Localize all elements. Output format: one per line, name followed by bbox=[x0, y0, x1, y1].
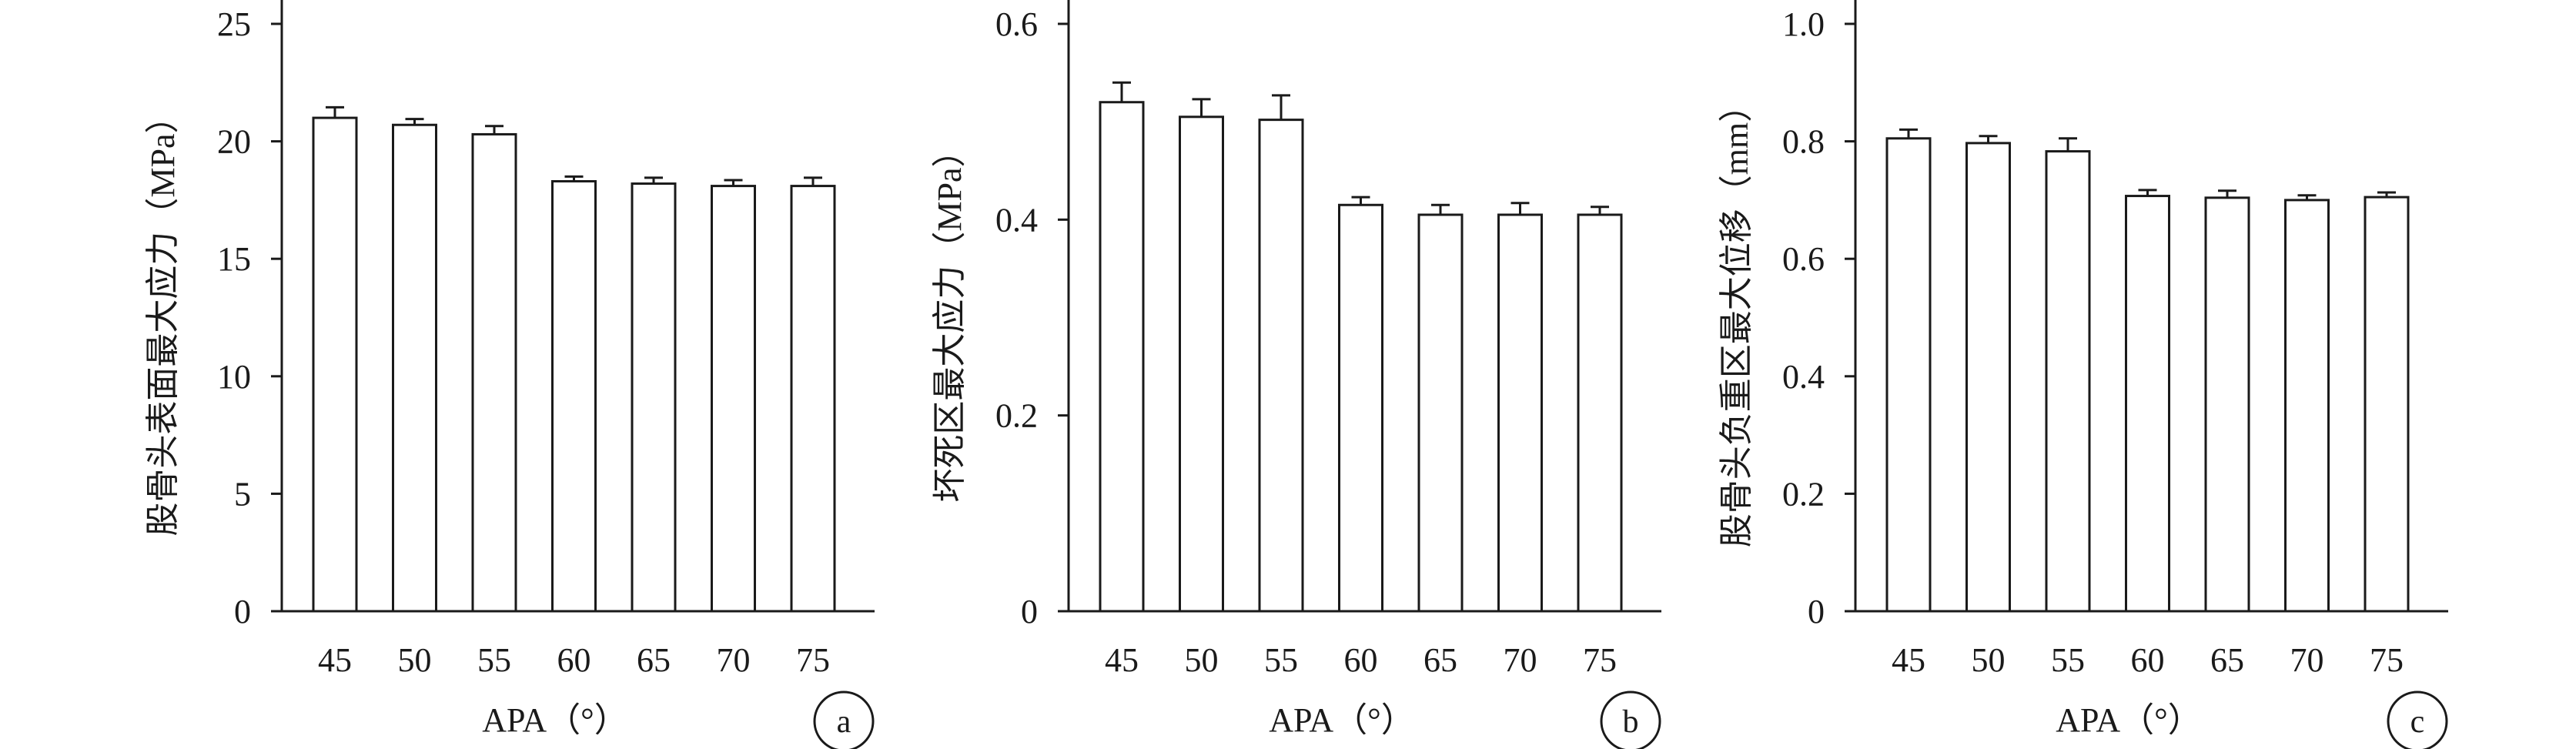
bar-apa-70 bbox=[1497, 213, 1543, 613]
x-axis-title: APA（°） bbox=[482, 701, 628, 739]
panel-label-badge bbox=[2387, 690, 2448, 749]
x-tick-label: 55 bbox=[2051, 641, 2085, 679]
x-tick-label: 55 bbox=[1264, 641, 1298, 679]
bar-apa-45 bbox=[1099, 101, 1145, 613]
y-tick-label: 0.4 bbox=[995, 201, 1038, 239]
y-tick-label: 25 bbox=[217, 5, 251, 43]
x-tick-label: 45 bbox=[1105, 641, 1139, 679]
x-tick-label: 65 bbox=[1423, 641, 1457, 679]
x-tick-label: 65 bbox=[637, 641, 671, 679]
bar-apa-50 bbox=[392, 123, 437, 613]
panel-label-text: b bbox=[1623, 704, 1639, 740]
y-tick-label: 0.2 bbox=[1782, 475, 1825, 513]
bar-apa-65 bbox=[2204, 196, 2250, 613]
bar-apa-60 bbox=[2125, 195, 2170, 613]
x-axis-title: APA（°） bbox=[2056, 701, 2202, 739]
y-tick-label: 0.8 bbox=[1782, 123, 1825, 161]
y-tick-label: 10 bbox=[217, 358, 251, 396]
x-axis-title: APA（°） bbox=[1269, 701, 1415, 739]
panel-label-badge bbox=[1600, 690, 1661, 749]
bar-apa-60 bbox=[1338, 203, 1383, 613]
x-tick-label: 65 bbox=[2210, 641, 2244, 679]
y-tick-label: 20 bbox=[217, 123, 251, 161]
y-axis-title: 股骨头负重区最大位移（mm） bbox=[1718, 89, 1755, 547]
bar-apa-50 bbox=[1179, 115, 1224, 613]
y-tick-label: 1.0 bbox=[1782, 5, 1825, 43]
x-tick-label: 60 bbox=[557, 641, 591, 679]
x-tick-label: 60 bbox=[2131, 641, 2165, 679]
bar-apa-45 bbox=[312, 116, 358, 613]
chart-panel-c: 0 0.2 0.4 0.6 0.8 1.0 45 50 55 60 65 70 75 APA（°） 股骨头负… bbox=[1718, 0, 2448, 749]
y-axis-title: 坏死区最大应力（MPa） bbox=[931, 133, 969, 502]
bar-apa-55 bbox=[471, 132, 517, 613]
y-tick-label: 15 bbox=[217, 240, 251, 278]
y-tick-label: 5 bbox=[234, 475, 251, 513]
bar-apa-70 bbox=[2284, 199, 2330, 613]
y-tick-label: 0 bbox=[1808, 593, 1825, 630]
x-tick-label: 70 bbox=[1504, 641, 1537, 679]
x-tick-label: 50 bbox=[1972, 641, 2006, 679]
bar-apa-75 bbox=[1577, 213, 1623, 613]
y-tick-label: 0.6 bbox=[995, 5, 1038, 43]
chart-panel-b: 0 0.2 0.4 0.6 45 50 55 60 65 70 75 APA（°） 坏死区最大应力（MP… bbox=[931, 0, 1661, 749]
x-tick-label: 55 bbox=[477, 641, 511, 679]
panel-label-text: a bbox=[837, 704, 851, 740]
bar-apa-65 bbox=[631, 182, 677, 613]
x-tick-label: 60 bbox=[1344, 641, 1378, 679]
bar-apa-55 bbox=[2045, 150, 2091, 613]
y-tick-label: 0 bbox=[1021, 593, 1038, 630]
bar-apa-70 bbox=[711, 185, 756, 613]
x-tick-label: 75 bbox=[1583, 641, 1617, 679]
x-tick-label: 70 bbox=[2290, 641, 2324, 679]
bar-apa-75 bbox=[790, 185, 836, 613]
x-tick-label: 45 bbox=[318, 641, 352, 679]
y-tick-label: 0.2 bbox=[995, 397, 1038, 435]
panel-label-badge bbox=[813, 690, 875, 749]
x-tick-label: 75 bbox=[796, 641, 830, 679]
x-tick-label: 70 bbox=[717, 641, 751, 679]
bar-apa-60 bbox=[551, 179, 597, 613]
panel-label-text: c bbox=[2410, 704, 2425, 740]
x-tick-label: 50 bbox=[398, 641, 432, 679]
y-axis-title: 股骨头表面最大应力（MPa） bbox=[144, 99, 182, 536]
y-tick-label: 0 bbox=[234, 593, 251, 630]
y-tick-label: 0.4 bbox=[1782, 358, 1825, 396]
chart-panel-a: 0 5 10 15 20 25 45 50 55 60 65 70 75 APA（°） 股骨头表面最大应力（… bbox=[144, 0, 875, 749]
y-tick-label: 0.6 bbox=[1782, 240, 1825, 278]
bar-apa-65 bbox=[1417, 213, 1464, 613]
bar-apa-45 bbox=[1885, 137, 1932, 613]
bar-apa-75 bbox=[2364, 196, 2410, 613]
x-tick-label: 50 bbox=[1185, 641, 1219, 679]
x-tick-label: 75 bbox=[2370, 641, 2404, 679]
bar-apa-55 bbox=[1258, 119, 1304, 613]
bar-apa-50 bbox=[1965, 142, 2011, 613]
x-tick-label: 45 bbox=[1892, 641, 1925, 679]
